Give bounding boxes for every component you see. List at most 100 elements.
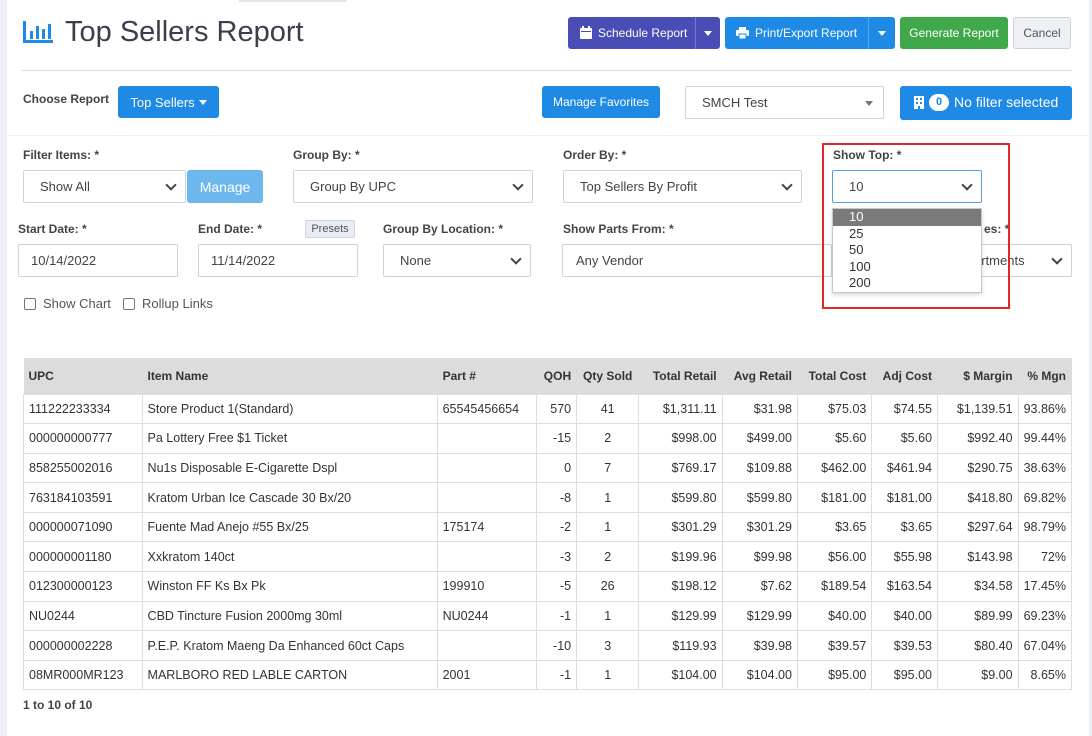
column-header[interactable]: QOH [536, 358, 578, 394]
table-row[interactable]: 763184103591 Kratom Urban Ice Cascade 30 … [23, 482, 1073, 513]
table-header-row: UPC Item Name Part # QOH Qty Sold Total … [23, 358, 1073, 394]
highlight-box [822, 143, 1010, 309]
table-cell: Store Product 1(Standard) [141, 393, 438, 425]
table-cell: $129.99 [638, 600, 723, 632]
table-cell: $40.00 [796, 600, 873, 632]
start-date-input[interactable]: 10/14/2022 [18, 244, 178, 277]
chevron-down-icon[interactable] [704, 31, 712, 36]
checkbox-icon[interactable] [24, 297, 36, 310]
table-cell: P.E.P. Kratom Maeng Da Enhanced 60ct Cap… [141, 630, 438, 661]
table-cell: $39.98 [721, 630, 798, 661]
show-top-label: Show Top: * [833, 148, 902, 162]
table-row[interactable]: 858255002016 Nu1s Disposable E-Cigarette … [23, 452, 1073, 484]
table-cell: $163.54 [871, 571, 939, 602]
table-row[interactable]: 000000000777 Pa Lottery Free $1 Ticket -15… [23, 423, 1073, 454]
table-cell: $75.03 [796, 393, 873, 425]
chevron-down-icon [198, 99, 207, 105]
table-cell: 199910 [436, 571, 538, 602]
table-cell: $181.00 [871, 482, 939, 513]
filter-items-label: Filter Items: * [23, 148, 100, 162]
table-cell: -1 [536, 659, 578, 691]
chevron-down-icon [865, 101, 873, 106]
table-cell: $80.40 [937, 630, 1019, 661]
column-header[interactable]: Qty Sold [576, 358, 640, 394]
presets-button[interactable]: Presets [305, 220, 355, 238]
filter-selection-button[interactable]: 0 No filter selected [900, 86, 1072, 120]
printer-icon [736, 27, 749, 39]
table-cell: -8 [536, 482, 578, 513]
rollup-links-checkbox[interactable]: Rollup Links [123, 296, 213, 311]
table-cell: Pa Lottery Free $1 Ticket [141, 423, 438, 454]
table-cell: 012300000123 [23, 571, 143, 602]
show-top-option[interactable]: 25 [849, 225, 864, 241]
table-cell: MARLBORO RED LABLE CARTON [141, 659, 438, 691]
table-cell: $5.60 [871, 423, 939, 454]
group-location-select[interactable]: None [383, 244, 531, 277]
show-chart-checkbox[interactable]: Show Chart [24, 296, 111, 311]
column-header[interactable]: Adj Cost [871, 358, 939, 394]
table-cell: 26 [576, 571, 640, 602]
table-cell: 7 [576, 452, 640, 484]
table-cell: $462.00 [796, 452, 873, 484]
table-cell: Winston FF Ks Bx Pk [141, 571, 438, 602]
show-top-option[interactable]: 50 [849, 242, 864, 257]
table-row[interactable]: 08MR000MR123 MARLBORO RED LABLE CARTON 200… [23, 659, 1073, 691]
chevron-down-icon[interactable] [878, 31, 886, 36]
table-cell: $198.12 [638, 571, 723, 602]
column-header[interactable]: Total Retail [638, 358, 723, 394]
schedule-report-button[interactable]: Schedule Report [568, 17, 720, 49]
column-header[interactable]: Total Cost [797, 358, 873, 394]
column-header[interactable]: Part # [437, 358, 538, 394]
table-row[interactable]: 000000002228 P.E.P. Kratom Maeng Da Enhan… [23, 630, 1073, 661]
filter-panel-divider [7, 135, 1089, 136]
table-cell: -5 [536, 571, 578, 602]
table-cell: 8.65% [1017, 659, 1073, 691]
generate-report-button[interactable]: Generate Report [900, 17, 1008, 49]
table-cell: $104.00 [721, 659, 798, 691]
manage-filter-button[interactable]: Manage [187, 170, 263, 203]
show-parts-select[interactable]: Any Vendor [562, 244, 832, 277]
table-cell: 0 [536, 452, 578, 484]
table-cell: $119.93 [638, 630, 723, 661]
table-cell: 69.82% [1017, 482, 1073, 513]
chevron-down-icon [781, 179, 793, 191]
table-cell: $109.88 [721, 452, 798, 484]
column-header[interactable]: Item Name [142, 358, 438, 394]
column-header[interactable]: % Mgn [1018, 358, 1073, 394]
checkbox-icon[interactable] [123, 297, 135, 310]
table-row[interactable]: 012300000123 Winston FF Ks Bx Pk 199910 -5 2… [23, 571, 1073, 602]
group-by-select[interactable]: Group By UPC [293, 170, 533, 203]
table-cell: $31.98 [721, 393, 798, 425]
results-table: UPC Item Name Part # QOH Qty Sold Total … [23, 358, 1073, 691]
show-top-option[interactable]: 200 [849, 275, 871, 290]
top-sellers-dropdown-button[interactable]: Top Sellers [118, 86, 219, 118]
order-by-select[interactable]: Top Sellers By Profit [563, 170, 802, 203]
table-cell: $34.58 [937, 571, 1019, 602]
table-row[interactable]: 111222233334 Store Product 1(Standard) 655… [23, 393, 1073, 425]
table-cell: 67.04% [1017, 630, 1073, 661]
departments-value: artments [974, 253, 1025, 268]
table-row[interactable]: NU0244 CBD Tincture Fusion 2000mg 30ml NU0… [23, 600, 1073, 632]
table-cell: $3.65 [796, 511, 873, 543]
table-cell: NU0244 [436, 600, 538, 632]
show-top-option[interactable]: 10 [833, 209, 981, 226]
cancel-button[interactable]: Cancel [1013, 17, 1071, 49]
table-cell: $39.57 [796, 630, 873, 661]
table-cell: $189.54 [796, 571, 873, 602]
table-cell [436, 452, 538, 484]
group-location-label: Group By Location: * [383, 222, 503, 236]
table-row[interactable]: 000000001180 Xxkratom 140ct -3 2 $199.96 $99.… [23, 541, 1073, 573]
show-top-select[interactable]: 10 [832, 170, 982, 203]
store-select[interactable]: SMCH Test [685, 86, 884, 119]
manage-favorites-button[interactable]: Manage Favorites [542, 86, 660, 118]
table-cell: $301.29 [721, 511, 798, 543]
filter-items-select[interactable]: Show All [23, 170, 186, 203]
print-export-label: Print/Export Report [755, 26, 858, 40]
show-top-option[interactable]: 100 [849, 258, 871, 274]
column-header[interactable]: $ Margin [937, 358, 1019, 394]
table-row[interactable]: 000000071090 Fuente Mad Anejo #55 Bx/25 17… [23, 511, 1073, 543]
end-date-input[interactable]: 11/14/2022 [198, 244, 358, 277]
column-header[interactable]: UPC [23, 358, 143, 394]
column-header[interactable]: Avg Retail [722, 358, 798, 394]
print-export-button[interactable]: Print/Export Report [725, 17, 895, 49]
